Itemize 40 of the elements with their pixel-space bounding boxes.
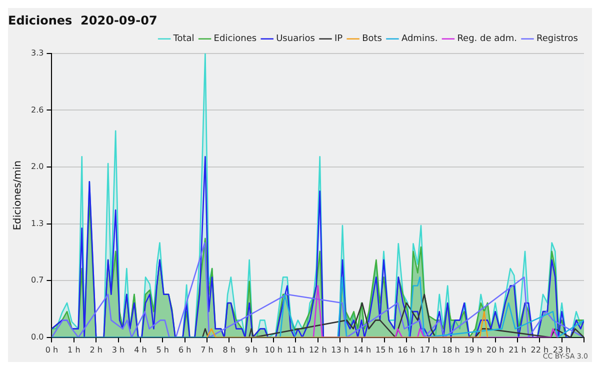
legend-label: Usuarios <box>276 34 316 44</box>
y-tick-label: 1.3 <box>30 218 44 228</box>
x-tick-label: 0 h <box>45 345 58 354</box>
legend-label: Total <box>172 34 194 44</box>
x-tick-label: 5 h <box>156 345 169 354</box>
x-tick-label: 3 h <box>112 345 125 354</box>
x-tick-label: 19 h <box>464 345 482 354</box>
x-tick-label: 1 h <box>68 345 80 354</box>
x-tick-label: 11 h <box>286 345 305 354</box>
y-tick-label: 2.0 <box>30 162 44 172</box>
x-tick-label: 14 h <box>353 345 372 354</box>
legend-label: Ediciones <box>214 34 257 44</box>
x-tick-label: 8 h <box>222 345 236 354</box>
legend-label: IP <box>334 34 344 44</box>
x-tick-label: 22 h <box>530 345 549 354</box>
legend-label: Bots <box>362 34 382 44</box>
x-tick-label: 20 h <box>486 345 504 354</box>
chart-title: Ediciones 2020-09-07 <box>8 13 158 28</box>
y-tick-label: 3.3 <box>30 48 44 58</box>
x-tick-label: 23 h <box>552 345 571 354</box>
x-tick-label: 7 h <box>200 345 214 354</box>
x-tick-label: 4 h <box>134 345 147 354</box>
x-tick-label: 21 h <box>508 345 526 354</box>
y-tick-label: 2.6 <box>30 105 44 114</box>
x-tick-label: 9 h <box>244 345 258 354</box>
y-tick-label: 0.0 <box>30 332 44 342</box>
x-tick-label: 12 h <box>308 345 327 354</box>
x-tick-label: 16 h <box>398 345 416 354</box>
y-axis-title: Ediciones/min <box>12 160 24 230</box>
x-tick-label: 13 h <box>331 345 349 354</box>
x-tick-label: 6 h <box>178 345 192 354</box>
x-tick-label: 18 h <box>442 345 460 354</box>
y-tick-label: 0.7 <box>30 276 44 285</box>
legend-label: Admins. <box>401 34 438 44</box>
legend-label: Reg. de adm. <box>457 34 517 44</box>
x-tick-label: 2 h <box>90 345 102 354</box>
legend-label: Registros <box>536 34 578 44</box>
x-tick-label: 10 h <box>264 345 282 354</box>
x-tick-label: 17 h <box>420 345 438 354</box>
x-tick-label: 15 h <box>376 345 394 354</box>
